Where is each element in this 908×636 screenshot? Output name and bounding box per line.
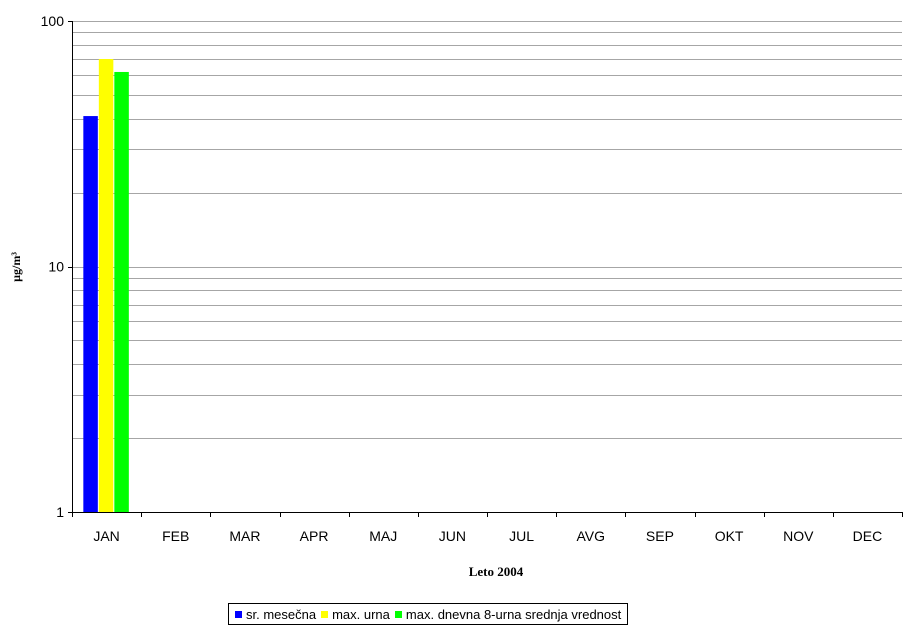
x-tick-label: APR [300,528,329,544]
axes-layer: 1 10 100 JAN FEB MAR APR MAJ JUN JUL AVG SEP OKT NOV D… [41,13,903,544]
x-tick-label: NOV [783,528,814,544]
bar [98,59,114,512]
x-axis-title: Leto 2004 [469,564,524,579]
y-tick-label: 10 [48,259,64,275]
x-tick-label: JUN [439,528,466,544]
y-axis-title: µg/m³ [9,252,23,282]
x-tick-label: JAN [93,528,119,544]
legend-label: max. dnevna 8-urna srednja vrednost [405,606,622,622]
x-tick-label: FEB [162,528,189,544]
grid-layer [72,21,902,439]
y-tick-label: 100 [41,13,65,29]
bar [83,116,98,513]
bar [114,71,129,513]
y-tick-label: 1 [56,504,64,520]
legend-label: sr. mesečna [246,606,317,622]
x-tick-label: MAJ [369,528,397,544]
legend-label: max. urna [332,606,390,622]
x-tick-label: SEP [646,528,674,544]
legend-item-max-dnevna: max. dnevna 8-urna srednja vrednost [394,606,622,622]
legend-swatch-yellow [321,610,329,618]
x-tick-label: AVG [576,528,605,544]
legend-item-max-urna: max. urna [321,607,390,622]
bars-layer [83,59,129,513]
legend-swatch-blue [235,610,242,618]
x-tick-label: JUL [509,528,534,544]
x-tick-label: OKT [715,528,744,544]
legend: sr. mesečna max. urna max. dnevna 8-urna… [228,603,629,625]
x-tick-label: DEC [853,528,883,544]
x-tick-label: MAR [229,528,260,544]
legend-item-sr-mesecna: sr. mesečna [235,607,316,622]
legend-swatch-green [394,610,402,618]
